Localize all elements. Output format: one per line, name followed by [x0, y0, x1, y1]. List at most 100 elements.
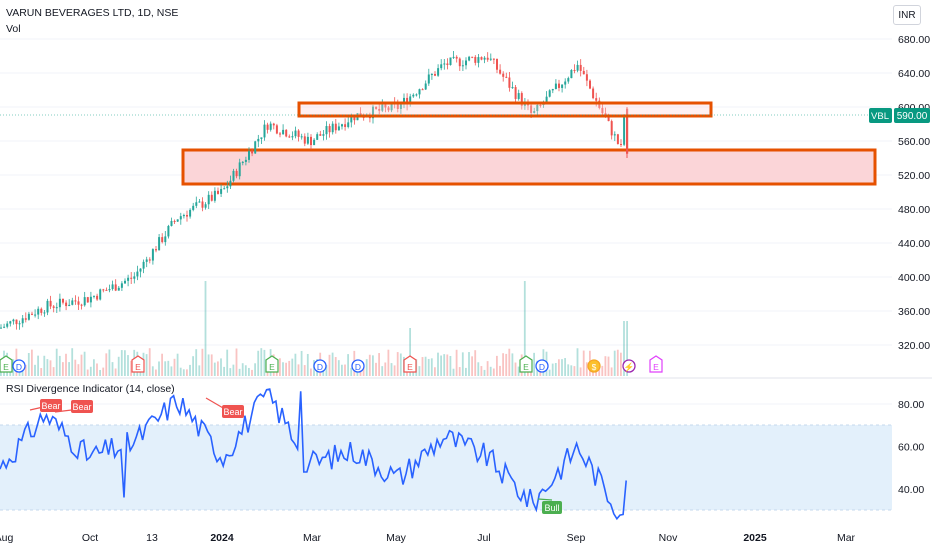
volume-bar	[474, 350, 477, 376]
candle-body	[505, 76, 508, 78]
volume-bar	[251, 369, 253, 376]
price-tick-label: 440.00	[898, 238, 930, 250]
candle-body	[192, 205, 195, 210]
candle-body	[136, 271, 139, 277]
candle-body	[418, 89, 421, 95]
volume-bar	[499, 365, 501, 376]
event-marker-d[interactable]: D	[535, 359, 549, 373]
volume-bar	[161, 353, 163, 376]
candle-body	[139, 268, 142, 272]
candle-body	[83, 297, 86, 306]
candle-body	[257, 138, 260, 142]
volume-bar	[399, 353, 402, 376]
price-axis[interactable]: 680.00640.00600.00560.00520.00480.00440.…	[898, 34, 930, 352]
candle-body	[291, 136, 294, 138]
event-marker-lightning[interactable]: ⚡	[622, 359, 636, 373]
svg-text:E: E	[653, 362, 659, 372]
volume-bar	[623, 321, 625, 376]
candle-body	[319, 134, 322, 136]
candle-body	[328, 126, 331, 133]
candle-body	[341, 124, 343, 127]
volume-bar	[427, 358, 430, 376]
event-markers[interactable]: E D E E D D E E D $ ⚡ E	[0, 355, 663, 373]
candle-body	[62, 298, 64, 303]
volume-bar	[170, 366, 173, 376]
price-tick-label: 480.00	[898, 204, 930, 216]
svg-text:D: D	[539, 362, 545, 372]
supply-zone[interactable]	[297, 101, 713, 118]
event-marker-e[interactable]: E	[131, 355, 145, 373]
volume-bar	[127, 355, 129, 376]
volume-bar	[49, 360, 52, 376]
demand-zone[interactable]	[181, 148, 877, 186]
candle-body	[313, 139, 316, 146]
event-marker-e[interactable]: E	[403, 355, 417, 373]
volume-bar	[440, 355, 442, 376]
volume-bar	[325, 364, 328, 376]
svg-text:E: E	[407, 362, 413, 372]
candle-body	[217, 190, 219, 194]
candle-body	[294, 130, 297, 137]
event-marker-e[interactable]: E	[649, 355, 663, 373]
candle-body	[387, 107, 390, 111]
volume-bar	[300, 350, 303, 376]
candle-body	[24, 318, 27, 320]
volume-bar	[477, 362, 480, 376]
candle-body	[461, 65, 464, 67]
candle-body	[167, 225, 170, 237]
candle-body	[334, 123, 337, 131]
time-tick-label: Jul	[477, 532, 490, 544]
volume-bar	[585, 362, 588, 376]
volume-bar	[359, 369, 362, 376]
event-marker-e[interactable]: E	[519, 355, 533, 373]
volume-bar	[567, 364, 570, 376]
candle-body	[213, 190, 216, 201]
volume-bar	[620, 352, 622, 376]
volume-bar	[71, 348, 74, 376]
rsi-axis[interactable]: 80.00 60.00 40.00	[898, 399, 924, 496]
volume-bar	[362, 367, 365, 376]
volume-bar	[158, 361, 160, 376]
candle-body	[204, 204, 207, 208]
candle-body	[511, 87, 514, 89]
candle-body	[173, 220, 176, 222]
candle-body	[279, 133, 281, 135]
volume-label: Vol	[6, 23, 21, 35]
candle-body	[539, 104, 542, 106]
volume-bar	[598, 366, 601, 376]
volume-bar	[548, 369, 551, 376]
candle-body	[120, 283, 123, 288]
volume-bar	[378, 353, 380, 376]
candle-body	[353, 115, 356, 121]
candle-body	[551, 88, 554, 91]
event-marker-d[interactable]: D	[12, 359, 26, 373]
candle-body	[117, 287, 120, 291]
volume-bar	[372, 355, 374, 376]
candle-body	[89, 296, 92, 303]
event-marker-s[interactable]: $	[587, 359, 601, 373]
candle-body	[582, 70, 585, 75]
rsi-tick-label: 40.00	[898, 484, 924, 496]
candle-body	[248, 151, 250, 160]
volume-bar	[601, 365, 604, 376]
candle-body	[55, 307, 58, 309]
volume-bar	[232, 364, 235, 376]
volume-bar	[114, 368, 117, 376]
candle-body	[49, 300, 52, 307]
event-marker-d[interactable]: D	[351, 359, 365, 373]
candle-body	[471, 56, 474, 58]
event-marker-e[interactable]: E	[265, 355, 279, 373]
candle-body	[623, 115, 626, 145]
candle-body	[43, 312, 46, 314]
volume-bar	[210, 354, 213, 376]
candle-body	[65, 302, 68, 307]
volume-bar	[341, 364, 343, 376]
time-axis[interactable]: Aug Oct 13 2024 Mar May Jul Sep Nov 2025 Mar	[0, 532, 856, 544]
volume-bar	[285, 362, 287, 376]
event-marker-d[interactable]: D	[313, 359, 327, 373]
currency-button[interactable]: INR	[893, 5, 921, 25]
candle-body	[561, 84, 564, 88]
volume-bar	[424, 356, 427, 376]
event-marker-e[interactable]: E	[0, 355, 13, 373]
